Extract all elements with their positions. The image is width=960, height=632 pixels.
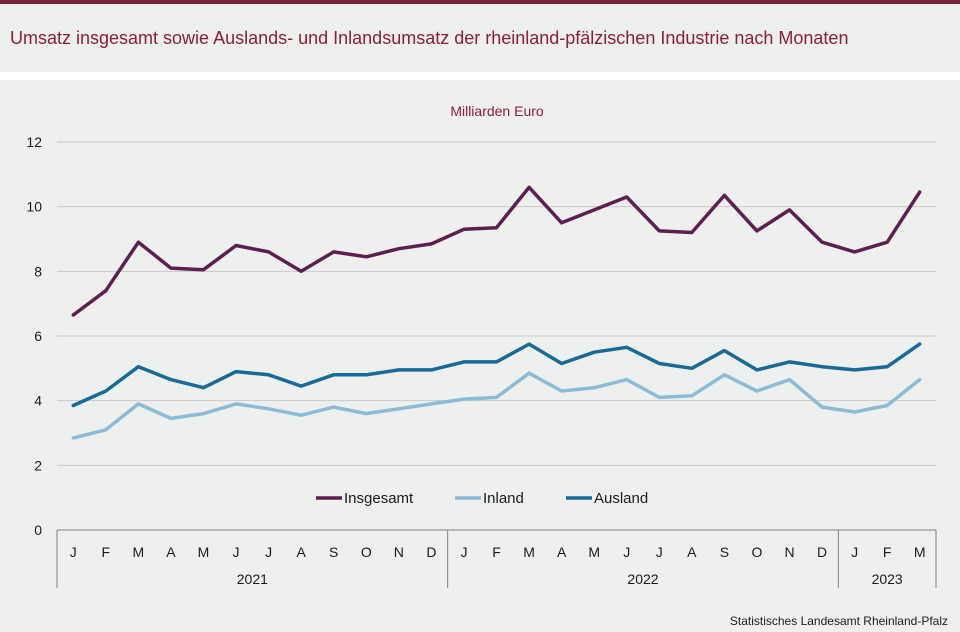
- x-tick-label: N: [394, 544, 404, 560]
- y-tick-label: 10: [26, 199, 42, 215]
- x-tick-label: S: [329, 544, 338, 560]
- x-tick-label: F: [492, 544, 501, 560]
- legend-label-insgesamt: Insgesamt: [344, 490, 414, 507]
- x-tick-label: A: [296, 544, 306, 560]
- y-tick-label: 8: [34, 263, 42, 279]
- legend-label-ausland: Ausland: [594, 490, 648, 507]
- y-axis-label: Milliarden Euro: [450, 103, 544, 119]
- x-tick-label: F: [102, 544, 111, 560]
- x-tick-label: A: [687, 544, 697, 560]
- y-tick-label: 4: [34, 393, 42, 409]
- x-tick-label: J: [460, 544, 467, 560]
- y-tick-label: 0: [34, 522, 42, 538]
- x-tick-label: J: [656, 544, 663, 560]
- chart-title: Umsatz insgesamt sowie Auslands- und Inl…: [10, 28, 849, 48]
- x-tick-label: J: [851, 544, 858, 560]
- x-tick-label: M: [133, 544, 145, 560]
- x-tick-label: M: [588, 544, 600, 560]
- year-label: 2021: [237, 571, 268, 587]
- x-tick-label: D: [817, 544, 827, 560]
- series-line-ausland: [71, 342, 922, 408]
- x-tick-label: J: [265, 544, 272, 560]
- line-chart: Milliarden Euro 0 2 4 6 8 10 12 J F M A M J J A S O N D J F…: [26, 103, 937, 588]
- y-tick-label: 12: [26, 134, 42, 150]
- grid-lines: [57, 141, 936, 466]
- legend-label-inland: Inland: [483, 490, 524, 507]
- x-tick-label: A: [557, 544, 567, 560]
- x-tick-label: J: [623, 544, 630, 560]
- title-band: Umsatz insgesamt sowie Auslands- und Inl…: [0, 4, 960, 72]
- series-line-insgesamt: [71, 185, 922, 317]
- x-tick-label: D: [426, 544, 436, 560]
- series-lines: [71, 185, 922, 440]
- chart-panel: Milliarden Euro 0 2 4 6 8 10 12 J F M A M J J A S O N D J F…: [0, 80, 960, 632]
- x-axis: J F M A M J J A S O N D J F M A M J J A S O N D J F M 2021 2022 2023: [56, 529, 937, 588]
- source-note: Statistisches Landesamt Rheinland-Pfalz: [729, 614, 948, 628]
- x-tick-label: O: [361, 544, 372, 560]
- y-tick-label: 2: [34, 457, 42, 473]
- top-accent-rule: [0, 0, 960, 4]
- x-tick-label: J: [70, 544, 77, 560]
- x-tick-label: M: [198, 544, 210, 560]
- x-tick-label: F: [883, 544, 892, 560]
- legend: Insgesamt Inland Ausland: [316, 490, 648, 507]
- y-tick-label: 6: [34, 328, 42, 344]
- x-tick-label: J: [233, 544, 240, 560]
- x-tick-label: O: [751, 544, 762, 560]
- x-tick-label: A: [166, 544, 176, 560]
- x-tick-label: M: [914, 544, 926, 560]
- series-line-inland: [71, 371, 922, 440]
- year-label: 2022: [627, 571, 658, 587]
- x-tick-label: M: [523, 544, 535, 560]
- x-tick-label: S: [720, 544, 729, 560]
- y-axis-ticks: 0 2 4 6 8 10 12: [26, 134, 42, 538]
- x-tick-label: N: [784, 544, 794, 560]
- year-label: 2023: [872, 571, 903, 587]
